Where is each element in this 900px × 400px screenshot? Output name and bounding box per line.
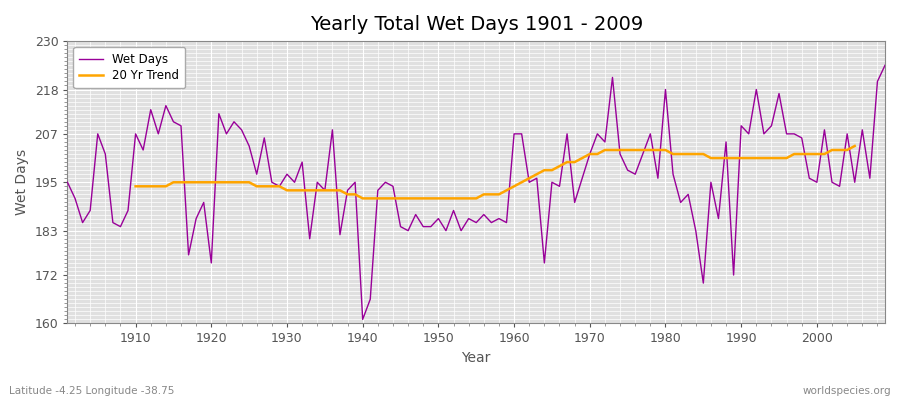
20 Yr Trend	[524, 176, 535, 181]
Line: 20 Yr Trend: 20 Yr Trend	[136, 146, 855, 198]
20 Yr Trend	[335, 188, 346, 193]
Line: Wet Days: Wet Days	[68, 65, 885, 319]
Wet Days	[335, 232, 346, 237]
20 Yr Trend	[229, 180, 239, 185]
Wet Days	[608, 75, 618, 80]
Legend: Wet Days, 20 Yr Trend: Wet Days, 20 Yr Trend	[74, 47, 185, 88]
20 Yr Trend	[501, 188, 512, 193]
20 Yr Trend	[130, 184, 141, 189]
Wet Days	[62, 180, 73, 185]
Wet Days	[517, 132, 527, 136]
Wet Days	[879, 63, 890, 68]
20 Yr Trend	[448, 196, 459, 201]
Wet Days	[508, 132, 519, 136]
20 Yr Trend	[357, 196, 368, 201]
Wet Days	[122, 208, 133, 213]
Title: Yearly Total Wet Days 1901 - 2009: Yearly Total Wet Days 1901 - 2009	[310, 15, 643, 34]
Text: Latitude -4.25 Longitude -38.75: Latitude -4.25 Longitude -38.75	[9, 386, 175, 396]
X-axis label: Year: Year	[462, 351, 490, 365]
Wet Days	[357, 317, 368, 322]
Wet Days	[289, 180, 300, 185]
Y-axis label: Wet Days: Wet Days	[15, 149, 29, 215]
20 Yr Trend	[796, 152, 807, 156]
Text: worldspecies.org: worldspecies.org	[803, 386, 891, 396]
20 Yr Trend	[850, 144, 860, 148]
